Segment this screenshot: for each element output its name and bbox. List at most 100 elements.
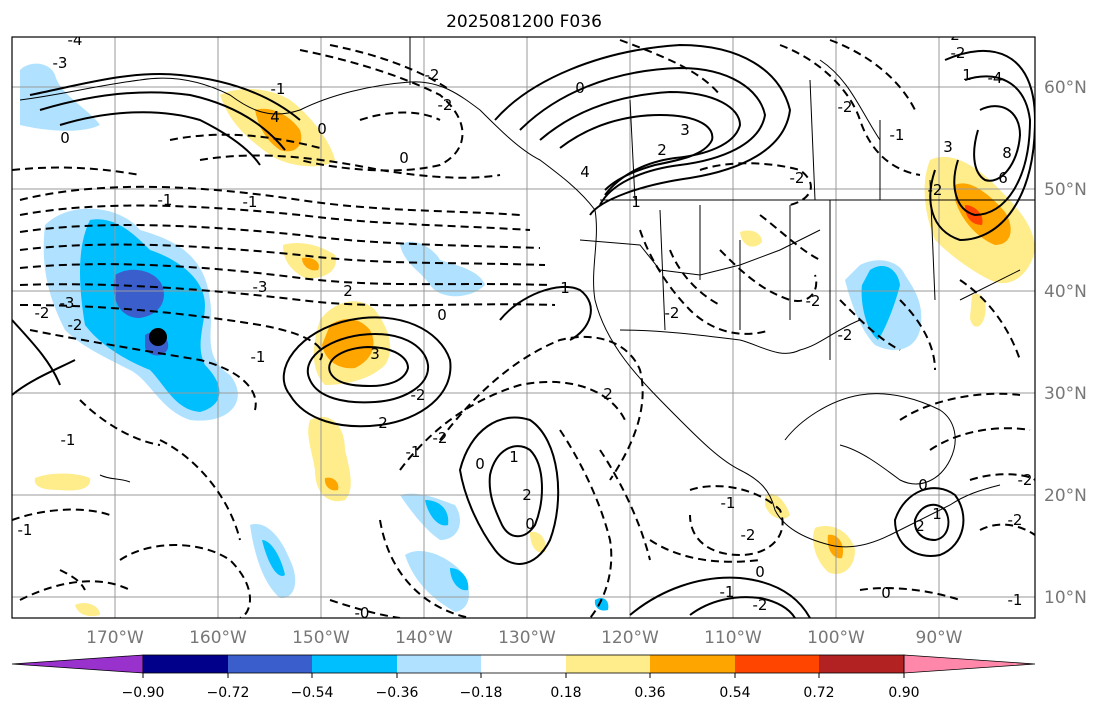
contour-label: 4 [270, 108, 280, 126]
contour-label: -2 [1018, 471, 1033, 489]
colorbar-segment [143, 655, 228, 673]
contour-label: -2 [806, 292, 821, 310]
contour-label: 1 [631, 193, 641, 211]
colorbar-segment [650, 655, 735, 673]
contour-label: 1 [509, 448, 519, 466]
contour-label: -2 [438, 96, 453, 114]
lat-label: 30°N [1044, 384, 1087, 404]
latitude-labels: 60°N 50°N 40°N 30°N 20°N 10°N [1044, 78, 1087, 608]
contour-label: 0 [755, 563, 765, 581]
lon-label: 110°W [704, 628, 762, 648]
contour-label: 0 [575, 79, 585, 97]
colorbar-segment [735, 655, 819, 673]
contour-label: 1 [560, 279, 570, 297]
contours-negative [12, 39, 1035, 618]
contour-label: -0 [355, 604, 370, 622]
contour-label: -2 [411, 386, 426, 404]
contour-label: -2 [928, 181, 943, 199]
contour-label: -4 [988, 69, 1003, 87]
lon-label: 160°W [189, 628, 247, 648]
colorbar: −0.90 −0.72 −0.54 −0.36 −0.18 0.18 0.36 … [11, 654, 1036, 701]
colorbar-tick-label: 0.36 [634, 685, 665, 701]
contour-label: 3 [680, 121, 690, 139]
contour-label: -4 [68, 31, 83, 49]
map-area: -4 -3 0 4 0 -2 0 -2 -1 4 3 2 1 -1 -2 -2 … [12, 31, 1035, 622]
shading-layer [20, 63, 1035, 617]
contour-label: -2 [68, 316, 83, 334]
contour-label: 0 [60, 129, 70, 147]
contour-label: 0 [525, 515, 535, 533]
contour-label: -2 [1008, 511, 1023, 529]
lon-label: 170°W [86, 628, 144, 648]
contour-label: 2 [915, 517, 925, 535]
contour-label: -3 [60, 294, 75, 312]
colorbar-tick-label: 0.54 [719, 685, 750, 701]
contour-label: -2 [741, 526, 756, 544]
contour-label: -3 [53, 54, 68, 72]
colorbar-segment [819, 655, 904, 673]
colorbar-tick-label: −0.72 [207, 685, 250, 701]
contour-label: 0 [881, 584, 891, 602]
contour-label: 0 [437, 306, 447, 324]
figure-title: 2025081200 F036 [446, 12, 602, 32]
contour-label: -2 [951, 44, 966, 62]
lon-label: 130°W [498, 628, 556, 648]
contour-label: -2 [838, 98, 853, 116]
contour-label: 0 [918, 476, 928, 494]
contours-positive [12, 43, 1035, 618]
colorbar-extend-min [11, 654, 144, 674]
lat-label: 40°N [1044, 282, 1087, 302]
contour-label: 3 [943, 138, 953, 156]
contour-label: 3 [370, 345, 380, 363]
colorbar-tick-label: 0.90 [888, 685, 919, 701]
colorbar-tick-label: 0.72 [803, 685, 834, 701]
contour-label: 1 [932, 505, 942, 523]
colorbar-tick-label: −0.90 [122, 685, 165, 701]
lat-label: 60°N [1044, 78, 1087, 98]
contour-label: -2 [665, 304, 680, 322]
contour-label: 4 [580, 163, 590, 181]
colorbar-segment [397, 655, 481, 673]
contour-label: 2 [657, 141, 667, 159]
colorbar-segment [566, 655, 650, 673]
contour-label: 2 [603, 385, 613, 403]
contour-label: -2 [35, 304, 50, 322]
contour-label: -1 [158, 191, 173, 209]
contour-label: 0 [475, 455, 485, 473]
contour-label: 2 [522, 486, 532, 504]
contour-label: -2 [838, 326, 853, 344]
contour-label: 6 [998, 169, 1008, 187]
contour-label: -2 [433, 429, 448, 447]
contour-label: -1 [720, 583, 735, 601]
lat-label: 10°N [1044, 588, 1087, 608]
contour-label: 0 [399, 149, 409, 167]
contour-label: -1 [406, 443, 421, 461]
contour-label: -1 [18, 521, 33, 539]
lat-label: 50°N [1044, 180, 1087, 200]
lon-label: 90°W [916, 628, 963, 648]
contour-label: -1 [61, 431, 76, 449]
lon-label: 120°W [601, 628, 659, 648]
contour-label: -1 [243, 193, 258, 211]
graticule [12, 37, 1035, 618]
negative-anomaly-strong [113, 269, 164, 318]
contour-labels: -4 -3 0 4 0 -2 0 -2 -1 4 3 2 1 -1 -2 -2 … [18, 31, 1033, 622]
contour-label: 0 [317, 120, 327, 138]
colorbar-tick-label: −0.36 [376, 685, 419, 701]
contour-label: -1 [721, 494, 736, 512]
contour-label: 2 [343, 282, 353, 300]
contour-label: -1 [890, 126, 905, 144]
coastlines [19, 37, 1035, 548]
longitude-labels: 170°W 160°W 150°W 140°W 130°W 120°W 110°… [86, 628, 963, 648]
contour-label: -2 [790, 169, 805, 187]
lon-label: 140°W [395, 628, 453, 648]
colorbar-tick-label: −0.18 [460, 685, 503, 701]
contour-label: -1 [271, 80, 286, 98]
contour-label: -1 [251, 348, 266, 366]
colorbar-segment [312, 655, 397, 673]
colorbar-extend-max [903, 654, 1036, 674]
map-frame [11, 36, 1036, 619]
lon-label: 150°W [292, 628, 350, 648]
contour-label: -3 [253, 278, 268, 296]
